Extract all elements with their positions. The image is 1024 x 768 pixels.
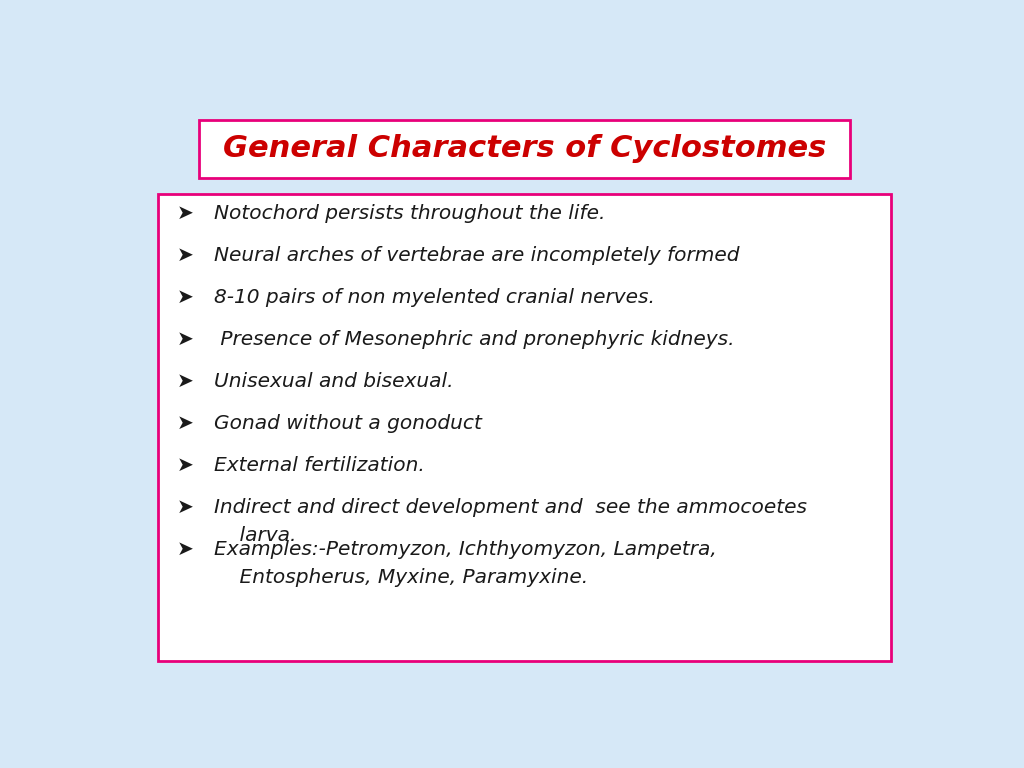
Text: Indirect and direct development and  see the ammocoetes: Indirect and direct development and see … xyxy=(214,498,807,517)
Text: ➤: ➤ xyxy=(177,498,195,517)
Text: Gonad without a gonoduct: Gonad without a gonoduct xyxy=(214,414,481,433)
FancyBboxPatch shape xyxy=(158,194,892,661)
Text: ➤: ➤ xyxy=(177,329,195,349)
Text: Notochord persists throughout the life.: Notochord persists throughout the life. xyxy=(214,204,605,223)
Text: Examples:-Petromyzon, Ichthyomyzon, Lampetra,: Examples:-Petromyzon, Ichthyomyzon, Lamp… xyxy=(214,540,717,559)
Text: ➤: ➤ xyxy=(177,456,195,475)
Text: ➤: ➤ xyxy=(177,288,195,307)
Text: Unisexual and bisexual.: Unisexual and bisexual. xyxy=(214,372,454,391)
Text: External fertilization.: External fertilization. xyxy=(214,456,425,475)
Text: Presence of Mesonephric and pronephyric kidneys.: Presence of Mesonephric and pronephyric … xyxy=(214,329,734,349)
Text: ➤: ➤ xyxy=(177,204,195,223)
Text: larva.: larva. xyxy=(214,526,296,545)
FancyBboxPatch shape xyxy=(200,120,850,178)
Text: ➤: ➤ xyxy=(177,414,195,433)
Text: Entospherus, Myxine, Paramyxine.: Entospherus, Myxine, Paramyxine. xyxy=(214,568,588,588)
Text: ➤: ➤ xyxy=(177,246,195,265)
Text: ➤: ➤ xyxy=(177,540,195,559)
Text: 8-10 pairs of non myelented cranial nerves.: 8-10 pairs of non myelented cranial nerv… xyxy=(214,288,654,307)
Text: Neural arches of vertebrae are incompletely formed: Neural arches of vertebrae are incomplet… xyxy=(214,246,739,265)
Text: General Characters of Cyclostomes: General Characters of Cyclostomes xyxy=(223,134,826,164)
Text: ➤: ➤ xyxy=(177,372,195,391)
